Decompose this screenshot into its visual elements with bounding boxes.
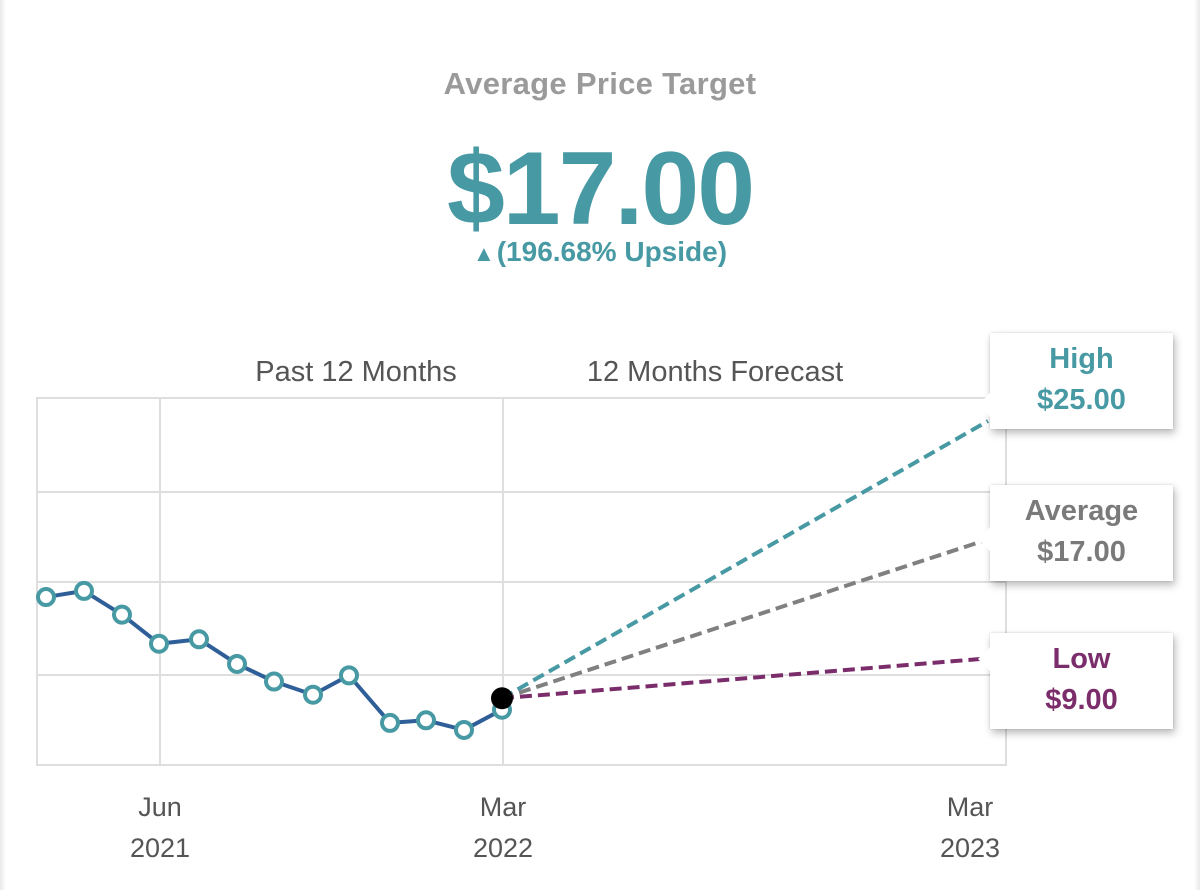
history-point-4 xyxy=(189,629,209,650)
current-price-marker xyxy=(491,687,513,710)
tooltip-low-name: Low xyxy=(1052,643,1111,675)
tooltip-high-value: $25.00 xyxy=(1037,384,1126,416)
tooltip-high: High $25.00 xyxy=(978,333,1173,429)
tooltip-low: Low $9.00 xyxy=(978,633,1173,729)
forecast-line-average xyxy=(501,538,987,701)
history-point-8 xyxy=(339,665,359,686)
forecast-line-low xyxy=(501,657,981,701)
x-tick-month-2: Mar xyxy=(947,792,994,822)
history-point-1 xyxy=(74,580,94,601)
x-tick-year-1: 2022 xyxy=(473,833,533,863)
up-triangle-icon: ▲ xyxy=(472,241,495,266)
forecast-lines xyxy=(501,419,989,701)
frame-edge-right xyxy=(1194,0,1200,890)
history-point-7 xyxy=(303,684,323,705)
section-label-past: Past 12 Months xyxy=(255,356,457,388)
history-series xyxy=(36,580,513,740)
tooltip-high-pointer xyxy=(978,393,990,417)
history-point-6 xyxy=(264,671,284,692)
history-point-9 xyxy=(380,712,400,733)
history-point-2 xyxy=(112,604,132,625)
page-title: Average Price Target xyxy=(443,66,757,101)
tooltip-average-pointer xyxy=(978,527,990,551)
tooltip-average-value: $17.00 xyxy=(1037,536,1126,568)
section-label-forecast: 12 Months Forecast xyxy=(587,356,843,388)
x-tick-year-2: 2023 xyxy=(940,833,1000,863)
chart-grid xyxy=(36,397,1007,766)
forecast-line-high xyxy=(501,419,989,700)
history-point-10 xyxy=(416,710,436,731)
tooltip-low-value: $9.00 xyxy=(1045,684,1118,716)
upside-label: ▲(196.68% Upside) xyxy=(0,236,1200,268)
history-point-0 xyxy=(36,587,56,608)
tooltip-high-name: High xyxy=(1049,343,1114,375)
x-tick-month-0: Jun xyxy=(138,792,182,822)
frame-edge-left xyxy=(0,0,6,890)
tooltip-average: Average $17.00 xyxy=(978,485,1173,581)
x-tick-year-0: 2021 xyxy=(130,833,190,863)
x-tick-month-1: Mar xyxy=(480,792,527,822)
x-axis-ticks: Jun 2021 Mar 2022 Mar 2023 xyxy=(130,792,1000,863)
history-point-3 xyxy=(149,633,169,654)
tooltip-average-name: Average xyxy=(1024,495,1139,527)
average-price-target-value: $17.00 xyxy=(446,131,755,247)
history-point-11 xyxy=(454,719,474,740)
upside-percentage: (196.68% Upside) xyxy=(496,236,728,267)
tooltip-low-pointer xyxy=(978,647,990,671)
history-point-5 xyxy=(227,653,247,674)
